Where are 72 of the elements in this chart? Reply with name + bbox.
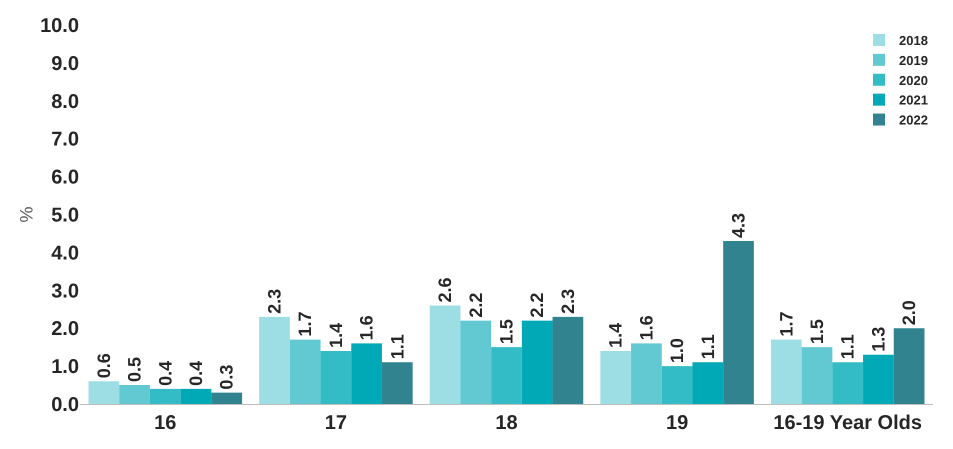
bar bbox=[692, 362, 724, 404]
data-label: 2.0 bbox=[899, 300, 920, 326]
data-label: 2.3 bbox=[558, 288, 578, 314]
bar bbox=[770, 340, 802, 404]
legend-label: 2020 bbox=[899, 72, 928, 88]
y-tick-label: 10.0 bbox=[40, 15, 79, 37]
bar bbox=[290, 340, 321, 404]
data-label: 1.7 bbox=[295, 312, 316, 337]
data-label: 2.2 bbox=[527, 292, 548, 318]
bar bbox=[894, 328, 924, 404]
legend-label: 2022 bbox=[899, 112, 928, 128]
legend-label: 2018 bbox=[899, 33, 928, 48]
data-label: 1.5 bbox=[806, 319, 827, 344]
bar bbox=[522, 320, 553, 404]
data-label: 1.1 bbox=[838, 334, 858, 360]
bar bbox=[460, 320, 492, 404]
bar bbox=[863, 354, 894, 404]
y-tick-label: 3.0 bbox=[51, 280, 79, 302]
data-label: 0.6 bbox=[94, 353, 114, 378]
data-label: 1.6 bbox=[636, 315, 656, 340]
data-label: 4.3 bbox=[728, 213, 749, 238]
data-label: 0.5 bbox=[124, 357, 145, 382]
data-label: 2.3 bbox=[264, 288, 284, 314]
x-tick-label: 19 bbox=[666, 412, 688, 434]
y-tick-label: 6.0 bbox=[51, 166, 79, 189]
x-tick-label: 17 bbox=[324, 412, 348, 434]
bar bbox=[320, 350, 352, 404]
bar bbox=[88, 381, 120, 404]
data-label: 0.4 bbox=[186, 360, 206, 386]
data-label: 1.6 bbox=[356, 315, 377, 340]
x-tick-label: 16-19 Year Olds bbox=[773, 412, 922, 434]
y-tick-label: 4.0 bbox=[51, 242, 79, 264]
bar bbox=[723, 241, 754, 404]
y-tick-label: 2.0 bbox=[51, 318, 79, 340]
bar bbox=[351, 343, 382, 404]
y-tick-label: 7.0 bbox=[51, 128, 79, 151]
bar bbox=[552, 316, 584, 404]
bar bbox=[180, 388, 212, 404]
bar bbox=[150, 388, 181, 404]
bar bbox=[600, 350, 632, 404]
y-tick-label: 8.0 bbox=[51, 90, 79, 113]
y-tick-label: 5.0 bbox=[51, 204, 79, 226]
data-label: 1.0 bbox=[667, 338, 688, 364]
bar bbox=[119, 385, 150, 404]
y-tick-label: 0.0 bbox=[51, 394, 79, 416]
data-label: 1.4 bbox=[606, 322, 626, 348]
bar bbox=[832, 362, 864, 404]
legend-label: 2019 bbox=[899, 52, 928, 68]
data-label: 2.2 bbox=[466, 292, 486, 318]
x-tick-label: 16 bbox=[154, 412, 176, 434]
bar bbox=[430, 305, 460, 404]
data-label: 1.3 bbox=[868, 326, 888, 352]
y-tick-label: 9.0 bbox=[51, 52, 79, 75]
x-tick-label: 18 bbox=[495, 412, 518, 434]
data-label: 1.4 bbox=[326, 322, 346, 348]
data-label: 1.1 bbox=[387, 334, 408, 360]
bar bbox=[259, 316, 290, 404]
bar bbox=[211, 392, 242, 404]
data-label: 1.1 bbox=[698, 334, 718, 360]
y-tick-label: 1.0 bbox=[51, 356, 79, 378]
data-label: 1.5 bbox=[496, 319, 516, 344]
data-label: 0.3 bbox=[216, 364, 237, 390]
data-label: 0.4 bbox=[155, 360, 176, 386]
data-label: 2.6 bbox=[435, 277, 456, 302]
bar bbox=[802, 347, 832, 404]
bar bbox=[662, 366, 692, 404]
legend-label: 2021 bbox=[899, 92, 928, 108]
bar bbox=[491, 347, 522, 404]
data-label: 1.7 bbox=[776, 312, 796, 337]
bar bbox=[631, 343, 662, 404]
bar bbox=[382, 362, 413, 404]
y-axis-title: % bbox=[16, 206, 36, 223]
